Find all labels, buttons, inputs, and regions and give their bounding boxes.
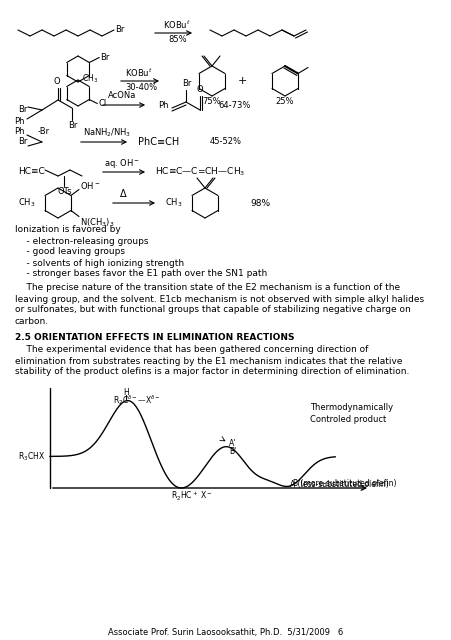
Text: Br: Br xyxy=(115,26,124,35)
Text: N(CH$_3$)$_3$: N(CH$_3$)$_3$ xyxy=(80,216,114,228)
Text: stability of the product olefins is a major factor in determining direction of e: stability of the product olefins is a ma… xyxy=(15,367,409,376)
Text: R$_3$CHX: R$_3$CHX xyxy=(18,450,45,463)
Text: 75%: 75% xyxy=(202,97,221,106)
Text: A': A' xyxy=(229,439,236,448)
Text: OH$^-$: OH$^-$ xyxy=(80,180,100,191)
Text: A (less-substituted olefin): A (less-substituted olefin) xyxy=(289,480,387,489)
Text: HC≡C: HC≡C xyxy=(18,168,45,177)
Text: NaNH$_2$/NH$_3$: NaNH$_2$/NH$_3$ xyxy=(83,127,131,140)
Text: 45-52%: 45-52% xyxy=(210,138,241,147)
Text: B': B' xyxy=(229,447,236,456)
Text: The experimental evidence that has been gathered concerning direction of: The experimental evidence that has been … xyxy=(15,346,368,355)
Text: or sulfonates, but with functional groups that capable of stabilizing negative c: or sulfonates, but with functional group… xyxy=(15,305,410,314)
Text: 25%: 25% xyxy=(275,97,294,106)
Text: Br: Br xyxy=(18,138,28,147)
Text: Br: Br xyxy=(182,79,191,88)
Text: leaving group, and the solvent. E1cb mechanism is not observed with simple alkyl: leaving group, and the solvent. E1cb mec… xyxy=(15,294,423,303)
Text: CH$_3$: CH$_3$ xyxy=(82,73,98,85)
Text: H: H xyxy=(123,388,129,397)
Text: - electron-releasing groups: - electron-releasing groups xyxy=(15,237,148,246)
Text: KOBu$^t$: KOBu$^t$ xyxy=(125,67,152,79)
Text: O: O xyxy=(54,77,60,86)
Text: Thermodynamically: Thermodynamically xyxy=(309,403,392,413)
Text: Br: Br xyxy=(68,120,77,129)
Text: 98%: 98% xyxy=(249,198,270,207)
Text: Ph: Ph xyxy=(158,100,168,109)
Text: +: + xyxy=(237,76,246,86)
Text: - stronger bases favor the E1 path over the SN1 path: - stronger bases favor the E1 path over … xyxy=(15,269,267,278)
Text: - good leaving groups: - good leaving groups xyxy=(15,248,125,257)
Text: Associate Prof. Surin Laosooksathit, Ph.D.  5/31/2009   6: Associate Prof. Surin Laosooksathit, Ph.… xyxy=(108,627,343,637)
Text: 64-73%: 64-73% xyxy=(217,100,250,109)
Text: Ph: Ph xyxy=(14,127,24,136)
Text: aq. OH$^-$: aq. OH$^-$ xyxy=(104,157,140,170)
Text: carbon.: carbon. xyxy=(15,317,49,326)
Text: AcONa: AcONa xyxy=(108,90,136,99)
Text: The precise nature of the transition state of the E2 mechanism is a function of : The precise nature of the transition sta… xyxy=(15,284,399,292)
Text: Cl: Cl xyxy=(98,99,106,108)
Text: Br: Br xyxy=(18,106,28,115)
Text: 85%: 85% xyxy=(168,35,186,44)
Text: PhC≡CH: PhC≡CH xyxy=(138,137,179,147)
Text: HC≡C—C=CH—CH$_3$: HC≡C—C=CH—CH$_3$ xyxy=(155,166,245,179)
Text: 2.5 ORIENTATION EFFECTS IN ELIMINATION REACTIONS: 2.5 ORIENTATION EFFECTS IN ELIMINATION R… xyxy=(15,333,294,342)
Text: KOBu$^t$: KOBu$^t$ xyxy=(163,19,190,31)
Text: Br: Br xyxy=(100,53,110,62)
Text: CH$_3$: CH$_3$ xyxy=(165,196,182,209)
Text: OTs: OTs xyxy=(58,188,73,196)
Text: R$_2$C$^{δ-}$—X$^{δ-}$: R$_2$C$^{δ-}$—X$^{δ-}$ xyxy=(112,393,160,406)
Text: Δ: Δ xyxy=(120,189,126,199)
Text: - solvents of high ionizing strength: - solvents of high ionizing strength xyxy=(15,259,184,268)
Text: CH$_3$: CH$_3$ xyxy=(18,196,36,209)
Text: Ph: Ph xyxy=(14,118,24,127)
Text: R$_2$HC$^+$ X$^-$: R$_2$HC$^+$ X$^-$ xyxy=(171,490,213,502)
Text: elimination from substrates reacting by the E1 mechanism indicates that the rela: elimination from substrates reacting by … xyxy=(15,356,401,365)
Text: -Br: -Br xyxy=(38,127,50,136)
Text: B (more-substituted olefin): B (more-substituted olefin) xyxy=(292,479,396,488)
Text: Ionization is favored by: Ionization is favored by xyxy=(15,225,120,234)
Text: 30-40%: 30-40% xyxy=(125,83,157,92)
Text: Controled product: Controled product xyxy=(309,415,386,424)
Text: O: O xyxy=(197,86,203,95)
